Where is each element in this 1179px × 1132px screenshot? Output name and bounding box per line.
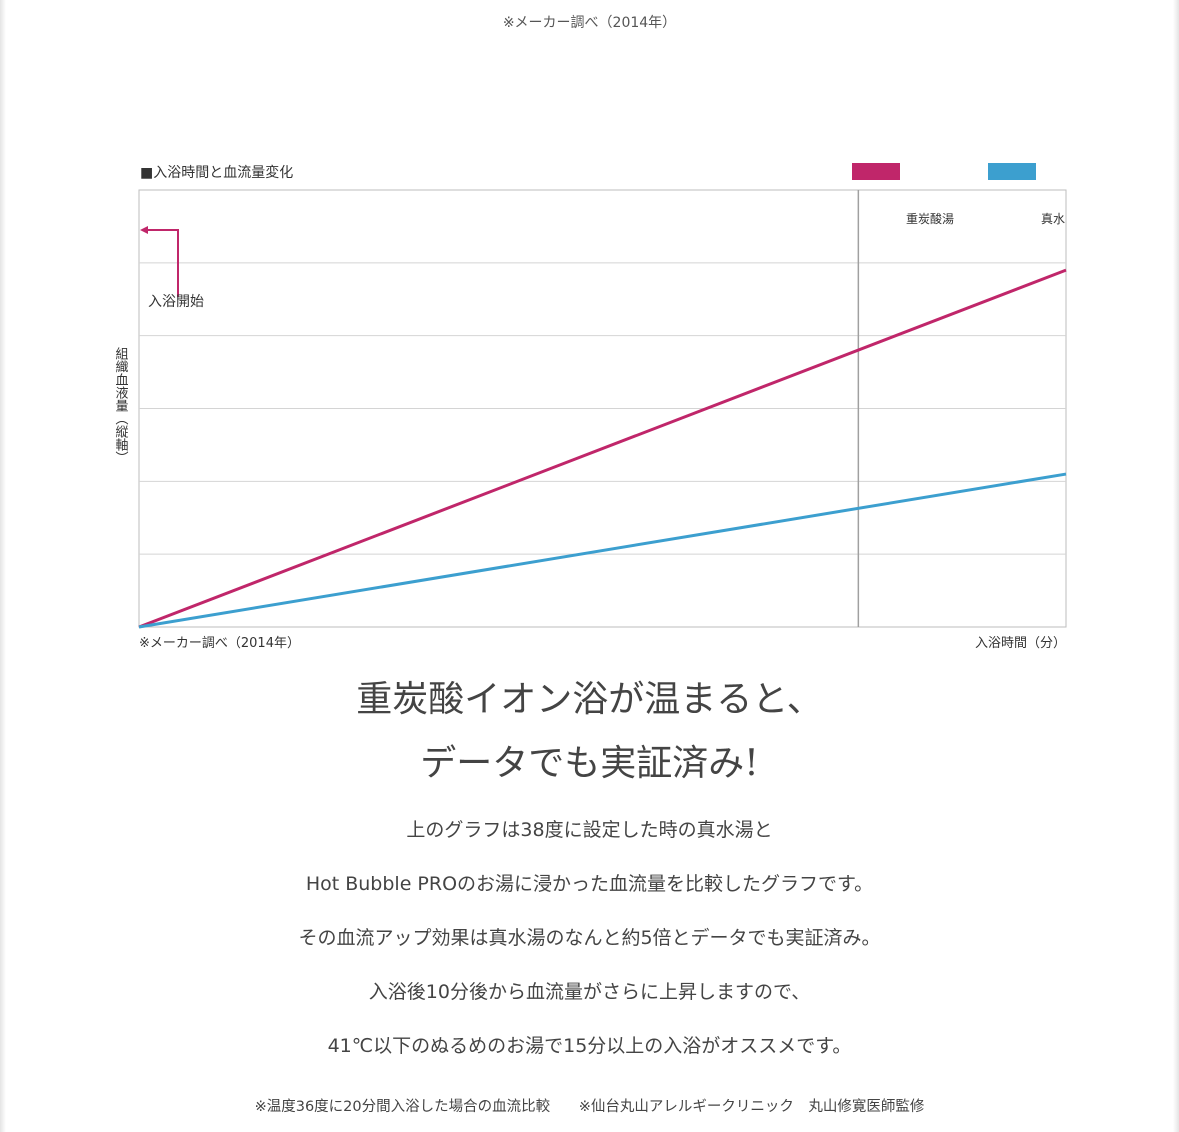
legend-label-1: 真水 [1041, 212, 1065, 226]
source-note-top: ※メーカー調べ（2014年） [502, 15, 677, 31]
legend-label-0: 重炭酸湯 [906, 211, 954, 226]
page-edge-right [1173, 0, 1179, 1132]
footnote-supervision: ※仙台丸山アレルギークリニック 丸山修寛医師監修 [578, 1099, 925, 1115]
description-line-3: その血流アップ効果は真水湯のなんと約5倍とデータでも実証済み。 [298, 927, 881, 949]
series-line-0 [138, 268, 1067, 629]
footnote-condition: ※温度36度に20分間入浴した場合の血流比較 [254, 1099, 551, 1115]
legend-swatch-1 [988, 163, 1036, 180]
description-line-4: 入浴後10分後から血流量がさらに上昇しますので、 [368, 981, 811, 1003]
headline: 重炭酸イオン浴が温まると、 データでも実証済み! [0, 668, 1179, 796]
footnotes: ※温度36度に20分間入浴した場合の血流比較 ※仙台丸山アレルギークリニック 丸… [0, 1095, 1179, 1116]
page-edge-left [0, 0, 6, 1132]
blood-flow-chart: ■入浴時間と血流量変化 重炭酸湯 真水 入浴開始 組織血液量（縦軸） ※メーカー… [113, 163, 1067, 651]
start-annotation: 入浴開始 [148, 294, 204, 310]
start-arrow [140, 226, 179, 297]
headline-line-1: 重炭酸イオン浴が温まると、 [356, 679, 823, 720]
description: 上のグラフは38度に設定した時の真水湯と Hot Bubble PROのお湯に浸… [0, 812, 1179, 1082]
description-line-5: 41℃以下のぬるめのお湯で15分以上の入浴がオススメです。 [327, 1035, 852, 1057]
series-line-1 [138, 472, 1067, 629]
description-line-2: Hot Bubble PROのお湯に浸かった血流量を比較したグラフです。 [305, 873, 874, 895]
y-axis-label: 組織血液量（縦軸） [113, 347, 129, 464]
legend-swatch-0 [852, 163, 900, 180]
x-axis-label: 入浴時間（分） [975, 636, 1066, 651]
gridlines [139, 262, 1066, 555]
source-note-chart: ※メーカー調べ（2014年） [139, 636, 300, 651]
chart-title: ■入浴時間と血流量変化 [140, 164, 293, 181]
series-lines [138, 268, 1067, 629]
headline-line-2: データでも実証済み! [420, 743, 759, 784]
legend: 重炭酸湯 真水 [852, 163, 1065, 226]
description-line-1: 上のグラフは38度に設定した時の真水湯と [406, 819, 773, 841]
